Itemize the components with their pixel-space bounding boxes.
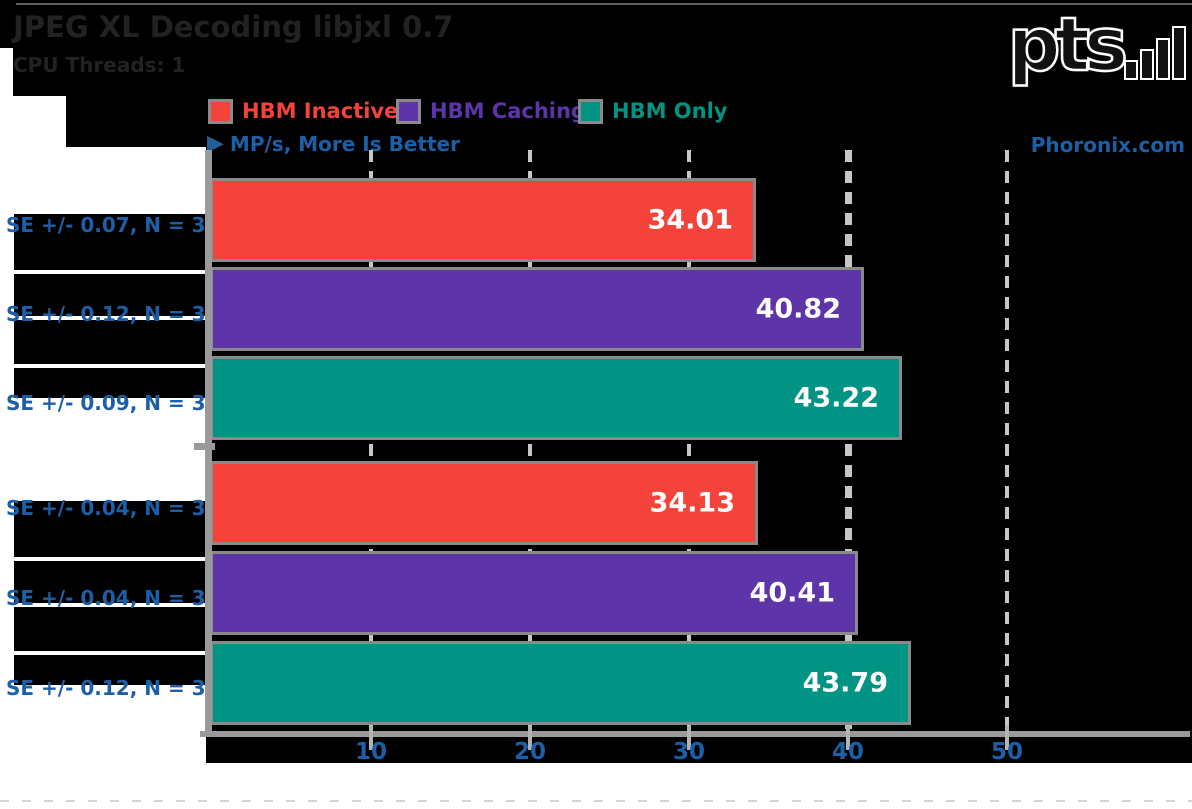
group-label-box xyxy=(14,214,206,398)
se-label: SE +/- 0.07, N = 3 xyxy=(6,213,206,237)
x-tick-label-20: 20 xyxy=(513,739,546,765)
x-tick-label-40: 40 xyxy=(831,739,864,765)
x-tick-label-10: 10 xyxy=(354,739,387,765)
pts-logo-barchart-icon xyxy=(1124,60,1138,80)
se-label: SE +/- 0.04, N = 3 xyxy=(6,496,206,520)
bar-hbm-inactive: 34.01 xyxy=(210,178,756,262)
bar-value: 43.79 xyxy=(802,667,888,699)
legend-label: HBM Caching xyxy=(430,99,586,123)
legend-item-hbm-inactive: HBM Inactive xyxy=(208,98,399,124)
bar-value: 43.22 xyxy=(793,382,879,414)
legend-label: HBM Only xyxy=(612,99,728,123)
x-tick-label-50: 50 xyxy=(990,739,1023,765)
pts-logo-barchart-icon xyxy=(1140,49,1154,80)
gridline-50 xyxy=(1005,150,1009,737)
label-box-gap xyxy=(14,603,206,607)
label-box-gap xyxy=(14,270,206,274)
gridline-10 xyxy=(369,150,373,737)
group-label-box xyxy=(14,501,206,685)
label-box-gap xyxy=(14,364,206,368)
legend-swatch xyxy=(578,98,603,124)
gridline-30 xyxy=(687,150,691,737)
x-tick-mark xyxy=(369,726,373,750)
bar-hbm-only: 43.79 xyxy=(210,641,911,725)
bar-value: 34.13 xyxy=(649,487,735,519)
se-label: SE +/- 0.12, N = 3 xyxy=(6,302,206,326)
bar-hbm-caching: 40.41 xyxy=(210,551,858,635)
legend-item-hbm-only: HBM Only xyxy=(578,98,728,124)
legend-swatch xyxy=(396,98,421,124)
bar-value: 40.41 xyxy=(749,577,835,609)
group-separator-tick xyxy=(194,443,215,450)
se-label: SE +/- 0.04, N = 3 xyxy=(6,586,206,610)
label-box-gap xyxy=(14,557,206,561)
page-title: JPEG XL Decoding libjxl 0.7 xyxy=(13,10,454,44)
top-border-line xyxy=(16,3,1192,5)
x-tick-label-30: 30 xyxy=(672,739,705,765)
pts-logo-barchart-icon xyxy=(1172,26,1186,80)
x-tick-mark xyxy=(528,726,532,750)
x-tick-mark xyxy=(687,726,691,750)
legend-item-hbm-caching: HBM Caching xyxy=(396,98,586,124)
gridline-40 xyxy=(845,150,852,737)
bar-hbm-only: 43.22 xyxy=(210,356,902,440)
bottom-margin xyxy=(0,763,1192,809)
bar-value: 40.82 xyxy=(755,293,841,325)
se-label: SE +/- 0.12, N = 3 xyxy=(6,676,206,700)
x-tick-mark xyxy=(1005,726,1009,750)
label-box-gap xyxy=(14,651,206,655)
page-subtitle: CPU Threads: 1 xyxy=(13,53,186,77)
se-label: SE +/- 0.09, N = 3 xyxy=(6,391,206,415)
legend-label: HBM Inactive xyxy=(242,99,399,123)
label-box-gap xyxy=(14,316,206,320)
more-is-better-arrow-icon: ▶ xyxy=(207,131,224,156)
phoronix-watermark: Phoronix.com xyxy=(1030,133,1185,157)
axis-note-row: ▶ MP/s, More Is Better xyxy=(207,131,460,157)
bar-value: 34.01 xyxy=(647,204,733,236)
axis-note: MP/s, More Is Better xyxy=(229,132,460,156)
gridline-20 xyxy=(528,150,532,737)
x-axis-line xyxy=(200,731,1190,737)
bar-hbm-inactive: 34.13 xyxy=(210,461,758,545)
bar-hbm-caching: 40.82 xyxy=(210,267,864,351)
legend-swatch xyxy=(208,98,233,124)
pts-logo-text: pts xyxy=(1006,2,1129,88)
x-tick-mark xyxy=(846,726,850,750)
pts-logo: pts xyxy=(1006,2,1186,88)
pts-logo-barchart-icon xyxy=(1156,38,1170,80)
bottom-border-dashes xyxy=(0,800,1192,802)
